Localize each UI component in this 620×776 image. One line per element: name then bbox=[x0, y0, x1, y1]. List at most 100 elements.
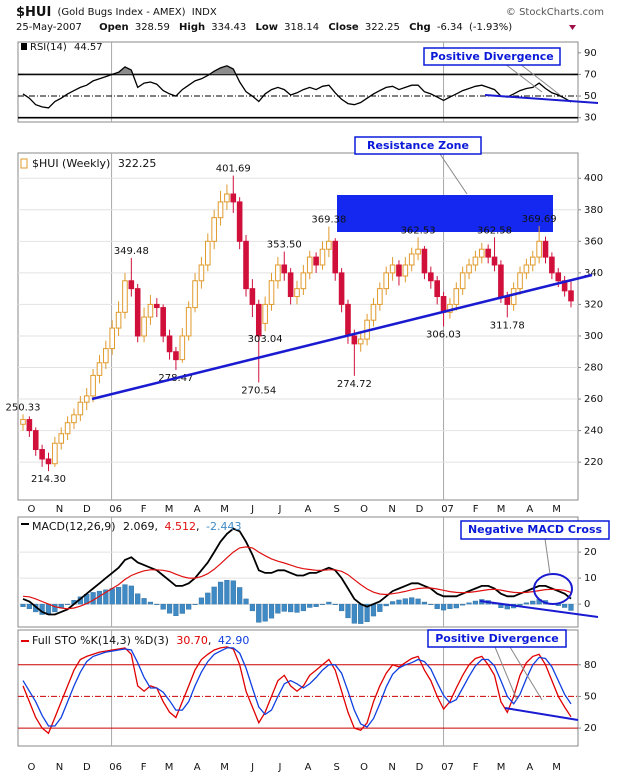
candle-body bbox=[90, 374, 96, 397]
callout-line bbox=[519, 63, 561, 96]
histogram-bar bbox=[198, 597, 205, 605]
histogram-bar bbox=[224, 579, 230, 605]
x-tick-label: D bbox=[83, 762, 91, 773]
x-tick-label: O bbox=[360, 504, 368, 515]
histogram-bar bbox=[364, 603, 370, 622]
histogram-bar bbox=[383, 603, 389, 607]
candle-body bbox=[166, 335, 173, 353]
indicator-line bbox=[22, 647, 572, 728]
candle-body bbox=[421, 248, 428, 274]
candle-body bbox=[459, 272, 466, 290]
close-value: 322.25 bbox=[365, 22, 400, 33]
legend-icon bbox=[20, 158, 28, 169]
histogram-bar bbox=[421, 601, 428, 605]
histogram-bar bbox=[523, 602, 529, 605]
price-legend: $HUI (Weekly) 322.25 bbox=[32, 157, 156, 170]
histogram-reading: -2.443 bbox=[206, 520, 241, 533]
x-tick-label: N bbox=[56, 762, 63, 773]
candle-body bbox=[71, 414, 77, 424]
price-label: 349.48 bbox=[114, 246, 149, 257]
callout-line bbox=[439, 153, 468, 195]
histogram-bar bbox=[396, 599, 402, 605]
histogram-bar bbox=[288, 603, 294, 613]
x-tick-label: S bbox=[334, 504, 340, 515]
symbol: $HUI bbox=[16, 5, 51, 20]
rsi-trendline bbox=[484, 94, 599, 104]
d-reading: 42.90 bbox=[218, 634, 250, 647]
sto-trendline bbox=[504, 707, 579, 721]
low-value: 318.14 bbox=[284, 22, 319, 33]
macd-name: MACD(12,26,9) bbox=[32, 520, 116, 533]
candle-body bbox=[262, 303, 268, 324]
candle-body bbox=[275, 264, 281, 282]
exchange: INDX bbox=[192, 7, 217, 18]
x-tick-label: M bbox=[497, 762, 506, 773]
candle-body bbox=[434, 280, 440, 298]
histogram-bar bbox=[135, 593, 141, 605]
histogram-bar bbox=[402, 598, 408, 605]
price-label: 214.30 bbox=[31, 474, 66, 485]
histogram-bar bbox=[332, 603, 338, 605]
histogram-bar bbox=[90, 592, 96, 605]
candle-body bbox=[294, 288, 300, 298]
x-tick-label: M bbox=[220, 762, 229, 773]
x-tick-label: O bbox=[28, 762, 36, 773]
x-tick-label: D bbox=[416, 762, 424, 773]
histogram-bar bbox=[115, 587, 122, 605]
candle-body bbox=[204, 240, 211, 266]
candle-body bbox=[306, 256, 313, 274]
x-tick-label: J bbox=[277, 504, 281, 515]
callout-line bbox=[494, 646, 518, 701]
candle-body bbox=[326, 240, 332, 250]
callout-box bbox=[423, 47, 561, 66]
price-label: 274.72 bbox=[337, 379, 372, 390]
y-tick-label: 10 bbox=[584, 573, 597, 584]
candle-body bbox=[478, 248, 485, 258]
candle-body bbox=[217, 201, 224, 219]
y-tick-label: 30 bbox=[584, 113, 597, 124]
candle-body bbox=[255, 303, 262, 337]
candle-body bbox=[249, 288, 256, 305]
legend-icon bbox=[21, 640, 29, 642]
x-tick-label: N bbox=[388, 504, 395, 515]
annotation: Positive Divergence bbox=[435, 632, 559, 645]
y-tick-label: 50 bbox=[584, 91, 597, 102]
candle-body bbox=[287, 272, 294, 298]
histogram-bar bbox=[415, 598, 421, 605]
legend-icon bbox=[21, 523, 29, 525]
histogram-bar bbox=[562, 603, 568, 608]
x-tick-label: M bbox=[497, 504, 506, 515]
candle-body bbox=[357, 338, 364, 345]
legend-icon bbox=[21, 43, 27, 50]
candle-body bbox=[351, 335, 358, 345]
candle-body bbox=[230, 193, 237, 203]
histogram-bar bbox=[243, 598, 249, 605]
price-label: 362.58 bbox=[477, 225, 512, 236]
x-tick-label: 06 bbox=[109, 762, 122, 773]
candle-body bbox=[198, 264, 205, 282]
candle-body bbox=[236, 201, 243, 242]
candle-body bbox=[45, 458, 52, 465]
candle-body bbox=[504, 296, 511, 305]
histogram-bar bbox=[345, 603, 351, 619]
candle-body bbox=[185, 307, 192, 337]
x-tick-label: M bbox=[552, 504, 561, 515]
x-tick-label: M bbox=[165, 504, 174, 515]
candle-body bbox=[128, 280, 135, 290]
histogram-bar bbox=[326, 601, 332, 605]
price-label: 250.33 bbox=[6, 402, 41, 413]
candle-body bbox=[555, 272, 562, 282]
histogram-bar bbox=[256, 603, 262, 623]
candle-body bbox=[179, 335, 186, 361]
histogram-bar bbox=[472, 600, 479, 605]
x-tick-label: O bbox=[28, 504, 36, 515]
y-tick-label: 320 bbox=[584, 299, 603, 310]
price-label: 306.03 bbox=[426, 329, 461, 340]
candle-body bbox=[338, 272, 345, 305]
annotation: Positive Divergence bbox=[430, 50, 554, 63]
histogram-bar bbox=[281, 603, 287, 612]
histogram-bar bbox=[186, 603, 192, 610]
y-tick-label: 20 bbox=[584, 723, 597, 734]
candle-body bbox=[141, 316, 147, 337]
